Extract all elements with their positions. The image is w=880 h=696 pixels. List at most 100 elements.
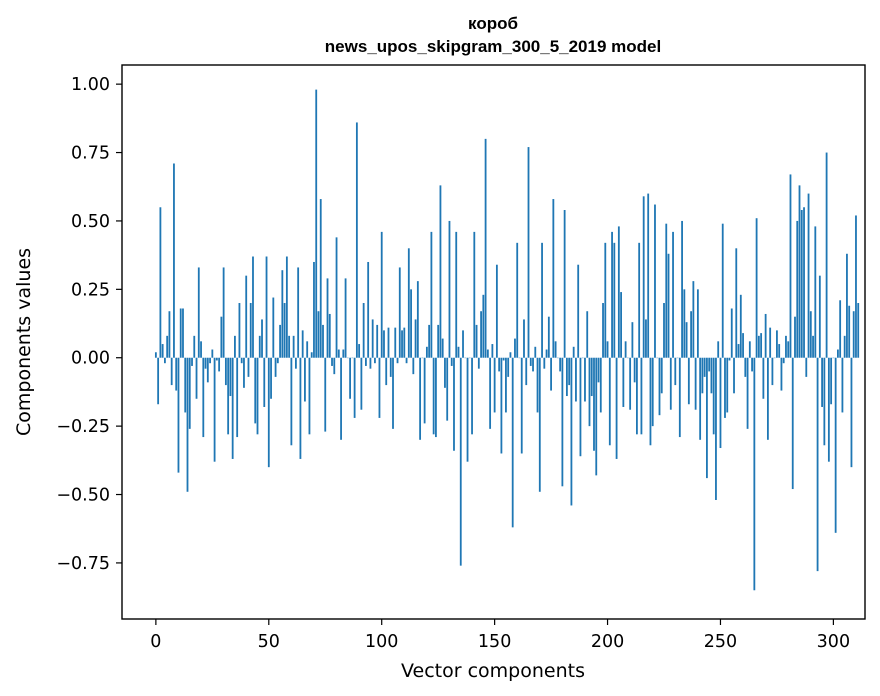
bar-41 — [247, 357, 250, 377]
bar-88 — [353, 357, 356, 418]
bar-183 — [568, 357, 571, 386]
x-tick-label: 0 — [150, 632, 161, 652]
bar-169 — [536, 357, 539, 413]
bar-204 — [615, 357, 618, 459]
x-tick-label: 250 — [704, 632, 737, 652]
bar-175 — [550, 357, 552, 391]
bar-282 — [791, 357, 794, 490]
bar-163 — [523, 319, 525, 358]
bar-67 — [306, 341, 309, 358]
bar-15 — [188, 357, 191, 429]
bar-267 — [757, 335, 760, 358]
bar-83 — [342, 349, 345, 358]
bar-115 — [414, 319, 417, 358]
bar-257 — [735, 248, 738, 358]
bar-278 — [782, 357, 785, 364]
bar-180 — [561, 357, 564, 487]
bar-246 — [710, 357, 713, 394]
bar-262 — [746, 357, 749, 429]
bar-105 — [392, 357, 394, 429]
bar-11 — [179, 308, 182, 358]
bar-44 — [254, 357, 257, 424]
bar-243 — [703, 357, 706, 377]
bar-298 — [827, 357, 830, 462]
bar-297 — [825, 152, 828, 358]
bar-286 — [800, 210, 803, 358]
bar-206 — [620, 292, 622, 358]
bar-81 — [337, 349, 340, 358]
bar-247 — [712, 357, 715, 435]
bar-213 — [636, 357, 638, 435]
bar-52 — [272, 297, 275, 358]
bar-78 — [331, 357, 333, 366]
bar-186 — [575, 357, 577, 402]
y-tick-label: 0.50 — [71, 212, 110, 232]
bar-194 — [593, 357, 595, 451]
bar-272 — [769, 327, 772, 358]
bar-51 — [270, 357, 272, 399]
bar-17 — [193, 335, 196, 358]
plot-frame — [121, 64, 866, 620]
bar-266 — [755, 218, 758, 358]
bar-29 — [220, 316, 223, 358]
bar-39 — [243, 357, 245, 388]
bar-100 — [380, 231, 383, 358]
bar-216 — [642, 196, 645, 358]
bar-58 — [285, 256, 288, 358]
bar-242 — [701, 357, 704, 394]
bar-148 — [489, 357, 492, 429]
bar-117 — [419, 357, 422, 440]
bar-249 — [717, 341, 720, 358]
bar-32 — [227, 357, 230, 435]
bar-64 — [299, 357, 302, 459]
bar-299 — [830, 357, 833, 405]
bar-240 — [696, 289, 699, 358]
bar-2 — [159, 207, 162, 358]
bar-62 — [294, 357, 297, 369]
bar-112 — [407, 248, 410, 358]
bar-164 — [525, 357, 528, 386]
bar-172 — [543, 357, 546, 369]
bar-280 — [787, 341, 790, 358]
bar-106 — [394, 327, 397, 358]
bar-130 — [448, 220, 451, 358]
bar-214 — [638, 242, 641, 358]
bar-176 — [552, 199, 555, 358]
bar-143 — [477, 357, 480, 369]
bar-170 — [538, 357, 541, 492]
bar-12 — [182, 308, 184, 358]
bar-14 — [186, 357, 189, 492]
bar-102 — [385, 357, 388, 386]
y-tick-label: −0.75 — [56, 554, 110, 574]
bar-150 — [493, 357, 496, 413]
bar-71 — [315, 89, 318, 358]
bar-155 — [505, 357, 507, 413]
y-tick-label: 0.75 — [71, 144, 110, 164]
bar-159 — [514, 338, 516, 358]
bar-285 — [798, 185, 801, 358]
bar-33 — [229, 357, 232, 397]
y-tick-label: −0.50 — [56, 486, 110, 506]
bar-75 — [324, 357, 327, 432]
bar-244 — [706, 357, 708, 479]
bar-13 — [184, 357, 187, 413]
bar-154 — [502, 357, 505, 361]
bar-134 — [457, 346, 460, 358]
bar-120 — [425, 346, 428, 358]
bar-147 — [486, 349, 489, 358]
bar-97 — [374, 357, 376, 364]
bar-227 — [667, 253, 670, 358]
bar-66 — [304, 357, 306, 402]
bar-72 — [317, 311, 320, 358]
bar-217 — [645, 319, 647, 358]
bar-212 — [633, 357, 636, 383]
bar-110 — [403, 327, 406, 358]
bar-259 — [739, 294, 742, 358]
bar-93 — [365, 357, 367, 366]
bar-302 — [837, 349, 839, 358]
bar-235 — [685, 322, 688, 358]
bar-237 — [690, 311, 693, 358]
bar-219 — [649, 357, 652, 446]
bar-288 — [805, 357, 808, 377]
bar-162 — [520, 357, 523, 454]
